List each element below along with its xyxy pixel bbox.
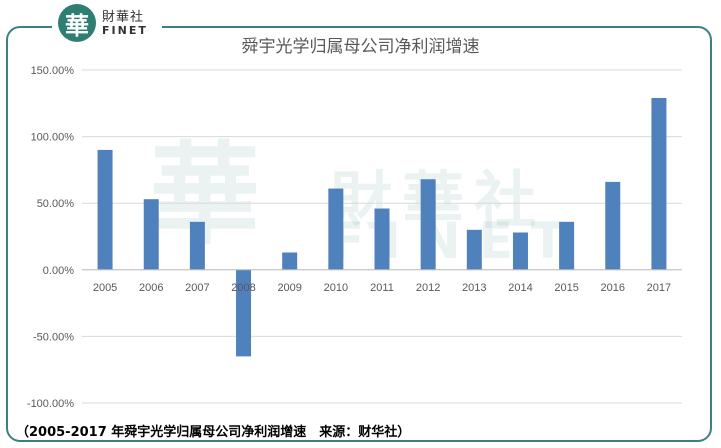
x-tick-label: 2016: [601, 282, 625, 294]
x-tick-label: 2013: [462, 282, 486, 294]
x-tick-label: 2005: [93, 282, 117, 294]
x-tick-label: 2006: [139, 282, 163, 294]
finet-logo: 華 財華社 FINET: [52, 0, 162, 46]
bar: [420, 179, 436, 270]
y-tick-label: -50.00%: [33, 331, 74, 343]
bar: [97, 149, 113, 270]
bar: [374, 208, 390, 270]
bar: [466, 229, 482, 270]
x-tick-label: 2010: [324, 282, 348, 294]
x-tick-label: 2011: [370, 282, 394, 294]
x-tick-label: 2015: [554, 282, 578, 294]
bar: [651, 97, 667, 270]
logo-name-en: FINET: [102, 24, 148, 37]
bar: [143, 199, 159, 270]
x-tick-label: 2007: [185, 282, 209, 294]
figure-caption: （2005-2017 年舜宇光学归属母公司净利润增速 来源：财华社）: [16, 425, 411, 440]
chart-frame: [6, 26, 712, 442]
bar: [189, 221, 205, 270]
bar: [512, 232, 528, 270]
y-tick-label: 150.00%: [31, 65, 75, 77]
bar: [559, 221, 575, 270]
x-tick-label: 2012: [416, 282, 440, 294]
x-tick-label: 2014: [508, 282, 532, 294]
y-tick-label: 100.00%: [31, 132, 75, 144]
y-tick-label: 0.00%: [43, 265, 74, 277]
bar: [328, 188, 344, 270]
bar: [282, 252, 298, 270]
bar: [236, 269, 252, 357]
chart-title: 舜宇光学归属母公司净利润增速: [241, 37, 480, 57]
bar: [605, 181, 621, 270]
logo-name-cn: 財華社: [102, 10, 145, 25]
x-tick-label: 2009: [277, 282, 301, 294]
y-tick-label: -100.00%: [27, 398, 74, 410]
y-tick-label: 50.00%: [37, 198, 75, 210]
x-tick-label: 2008: [231, 282, 255, 294]
logo-mark-icon: 華: [58, 4, 96, 42]
x-tick-label: 2017: [647, 282, 671, 294]
